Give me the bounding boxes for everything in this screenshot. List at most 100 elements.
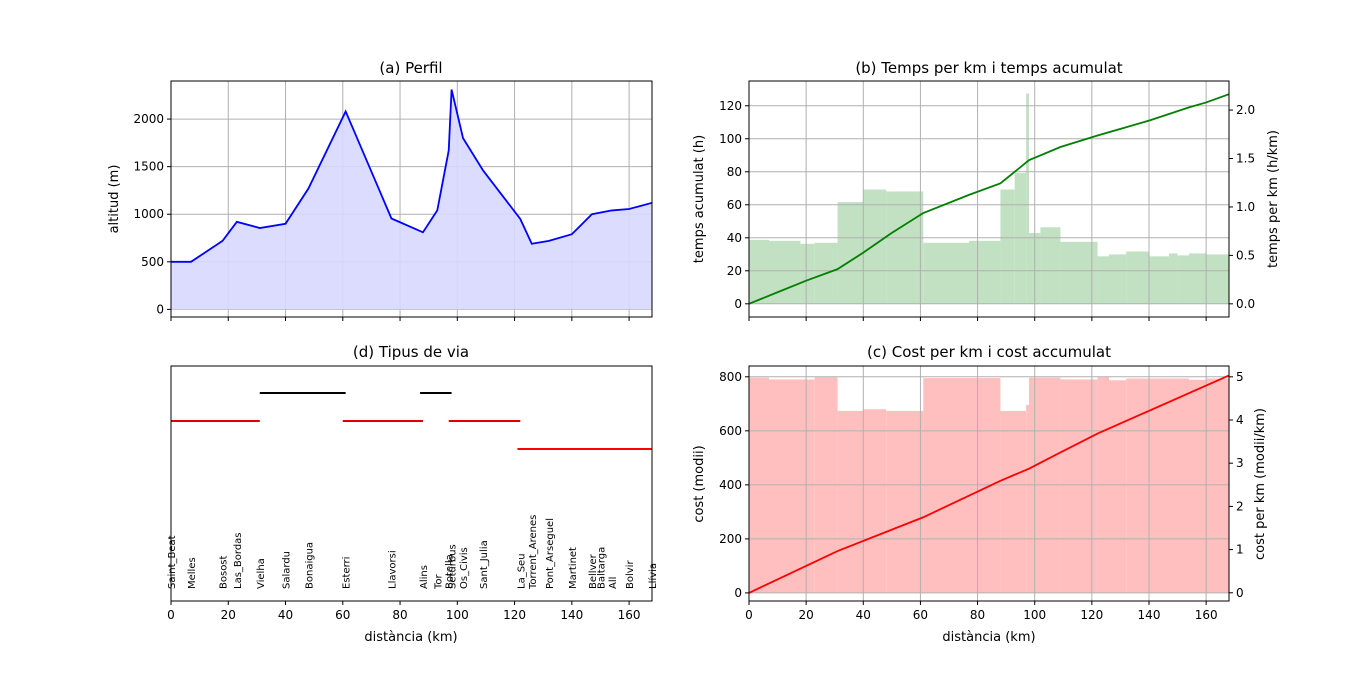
- panel-b-bar: [1149, 256, 1169, 304]
- panel-a-ylabel: altitud (m): [107, 165, 122, 234]
- town-label: Salardu: [282, 551, 293, 589]
- panel-a-ytick-label: 500: [141, 255, 164, 269]
- town-label: Llavorsi: [387, 550, 398, 589]
- panel-temps: (b) Temps per km i temps acumulat temps …: [692, 59, 1281, 321]
- panel-c-xtick-label: 80: [970, 608, 985, 622]
- panel-b-bar: [1206, 254, 1229, 304]
- panel-d-xtick-label: 140: [560, 608, 583, 622]
- panel-c-ytick-label: 400: [719, 478, 742, 492]
- panel-b-ytick-right-label: 0.5: [1236, 248, 1255, 262]
- panel-c-xtick-label: 60: [913, 608, 928, 622]
- altitude-line: [171, 89, 653, 263]
- panel-c-ytick-right-label: 1: [1236, 543, 1244, 557]
- panel-c-bar: [923, 378, 1001, 593]
- panel-b-ylabel-left: temps acumulat (h): [692, 135, 707, 263]
- panel-perfil: (a) Perfil altitud (m) 0 500 1000 1500 2000: [107, 59, 653, 321]
- panel-d-xtick-label: 0: [167, 608, 175, 622]
- panel-c-title: (c) Cost per km i cost accumulat: [867, 343, 1111, 361]
- panel-d-title: (d) Tipus de via: [353, 343, 469, 361]
- panel-b-ytick-right-label: 1.0: [1236, 200, 1255, 214]
- town-label: La_Seu: [516, 553, 527, 589]
- panel-d-xtick-label: 160: [618, 608, 641, 622]
- town-label: Melles: [187, 557, 198, 589]
- panel-c-bar: [1109, 380, 1127, 593]
- panel-b-bar: [1097, 256, 1109, 304]
- panel-b-bar: [1177, 255, 1189, 304]
- panel-b-bar: [1109, 254, 1127, 304]
- town-label: Las_Bordas: [233, 532, 244, 589]
- panel-c-xtick-label: 40: [856, 608, 871, 622]
- panel-c-xlabel: distància (km): [942, 630, 1035, 645]
- panel-c-xtick-label: 0: [745, 608, 753, 622]
- panel-c-xtick-label: 20: [799, 608, 814, 622]
- town-label: Tor: [433, 573, 444, 590]
- panel-b-bar: [1040, 227, 1061, 304]
- panel-a-title: (a) Perfil: [379, 59, 442, 77]
- panel-c-ylabel-right: cost per km (modii/km): [1253, 408, 1268, 560]
- town-label: Os_Civis: [459, 547, 470, 589]
- panel-c-bar: [1000, 410, 1027, 593]
- town-label: Esterri: [342, 557, 353, 589]
- panel-a-ytick-label: 1500: [133, 160, 164, 174]
- panel-c-ylabel-left: cost (modii): [692, 445, 707, 522]
- panel-c-bar: [886, 410, 924, 593]
- panel-b-ytick-label: 20: [727, 264, 742, 278]
- town-label: Torrent_Arenes: [528, 515, 539, 590]
- panel-b-bar: [923, 242, 969, 304]
- panel-c-bar: [1126, 378, 1189, 593]
- panel-b-ytick-label: 100: [719, 132, 742, 146]
- altitude-area: [171, 89, 652, 310]
- panel-c-ytick-right-label: 4: [1236, 413, 1244, 427]
- panel-a-ytick-label: 1000: [133, 207, 164, 221]
- town-label: Bellver: [588, 553, 599, 589]
- panel-d-xtick-label: 120: [503, 608, 526, 622]
- town-label: Llívia: [647, 563, 659, 589]
- panel-c-cumulative-line: [748, 374, 1230, 594]
- town-label: Bonaigua: [304, 542, 315, 589]
- panel-c-xtick-label: 140: [1138, 608, 1161, 622]
- panel-c-ytick-label: 200: [719, 532, 742, 546]
- panel-c-ytick-right-label: 3: [1236, 456, 1244, 470]
- panel-a-frame: [170, 80, 653, 318]
- panel-b-frame: [748, 80, 1230, 318]
- town-label: Alins: [419, 565, 430, 589]
- panel-b-title: (b) Temps per km i temps acumulat: [855, 59, 1122, 77]
- panel-b-ytick-label: 80: [727, 165, 742, 179]
- panel-c-bar: [769, 379, 815, 593]
- panel-b-bar: [886, 191, 924, 304]
- panel-tipus-via: (d) Tipus de via distància (km) Saint_Be…: [167, 343, 659, 645]
- town-label: Baltarga: [596, 547, 607, 589]
- panel-c-frame: [748, 365, 1230, 602]
- panel-b-bar: [837, 202, 864, 304]
- panel-b-ytick-label: 120: [719, 99, 742, 113]
- panel-c-xtick-label: 160: [1195, 608, 1218, 622]
- panel-c-ytick-label: 0: [734, 586, 742, 600]
- panel-b-bar: [863, 189, 887, 304]
- panel-c-ytick-label: 800: [719, 370, 742, 384]
- town-label: Pont_Arseguel: [545, 518, 556, 589]
- panel-c-bar: [837, 410, 864, 593]
- panel-b-cumulative-line: [748, 93, 1230, 305]
- panel-d-xtick-label: 40: [278, 608, 293, 622]
- town-label: Bosost: [219, 555, 230, 589]
- panel-d-xlabel: distància (km): [364, 630, 457, 645]
- town-label: Botella: [445, 554, 456, 589]
- panel-c-bar: [1189, 379, 1207, 593]
- town-label: Martinet: [568, 547, 579, 589]
- panel-b-bar: [1126, 251, 1149, 304]
- panel-c-ytick-right-label: 2: [1236, 499, 1244, 513]
- panel-a-ytick-label: 2000: [133, 112, 164, 126]
- panel-c-bar: [1206, 378, 1229, 593]
- panel-c-ytick-right-label: 0: [1236, 586, 1244, 600]
- panel-d-xtick-label: 60: [335, 608, 350, 622]
- panel-b-bar: [749, 239, 769, 304]
- panel-b-bar: [1000, 189, 1015, 304]
- panel-a-ytick-label: 0: [156, 302, 164, 316]
- town-label: Setúrbus: [447, 544, 459, 589]
- panel-d-xtick-label: 20: [221, 608, 236, 622]
- panel-b-ytick-right-label: 0.0: [1236, 297, 1255, 311]
- panel-b-bar: [1169, 253, 1178, 304]
- panel-c-xtick-label: 120: [1080, 608, 1103, 622]
- panel-b-ylabel-right: temps per km (h/km): [1266, 130, 1281, 268]
